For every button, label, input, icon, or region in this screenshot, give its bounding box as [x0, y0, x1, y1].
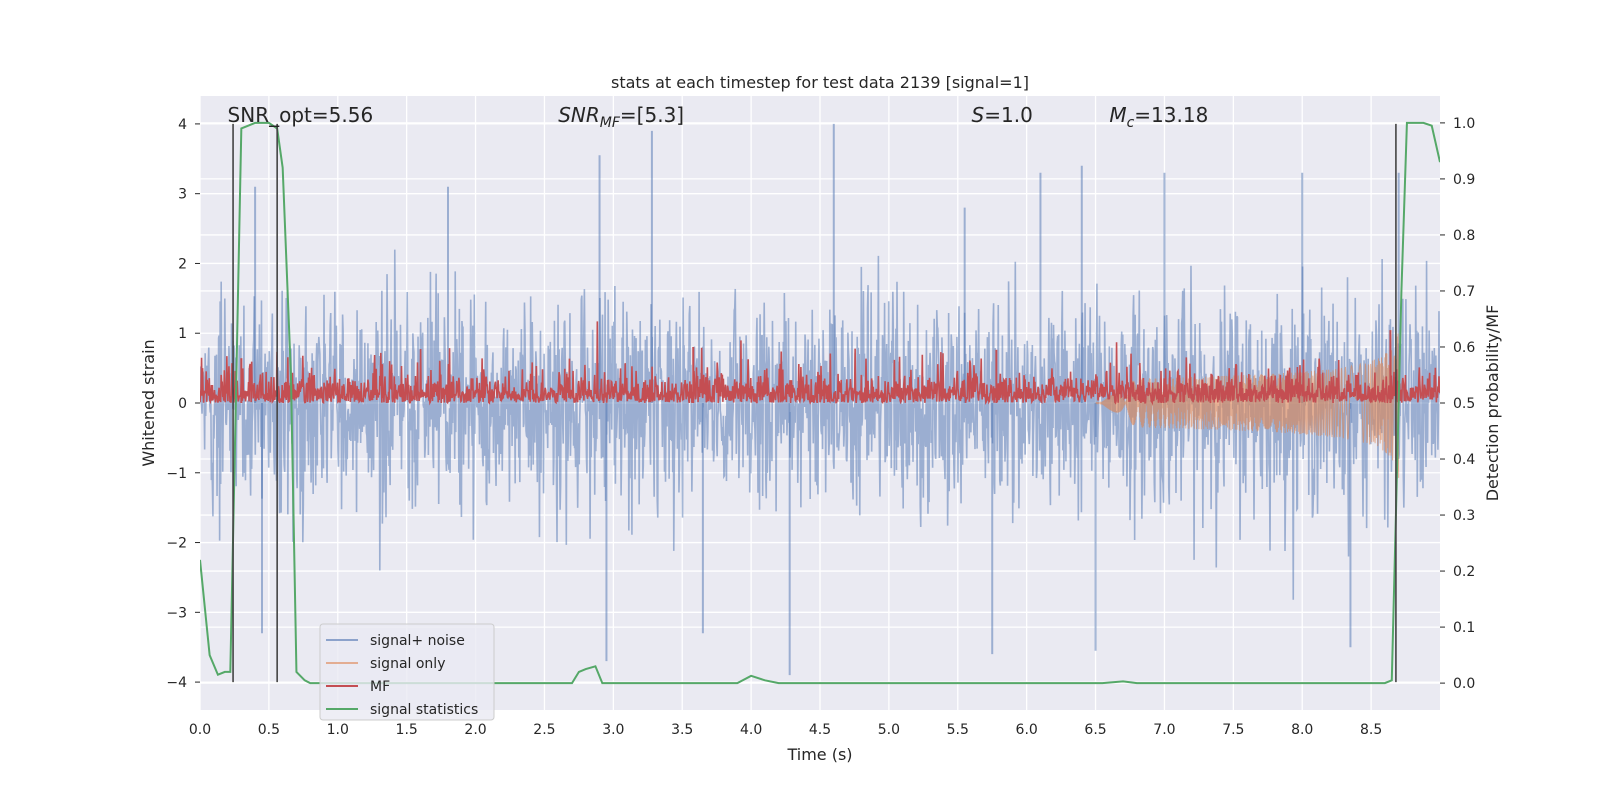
- chart-title: stats at each timestep for test data 213…: [611, 73, 1029, 92]
- x-tick-label: 2.0: [464, 722, 486, 738]
- x-tick-label: 4.5: [809, 722, 831, 738]
- legend-label-signal-noise: signal+ noise: [370, 633, 465, 649]
- y-tick-label: −3: [166, 605, 187, 621]
- x-tick-label: 3.0: [602, 722, 624, 738]
- annotation-text: SNR_opt=5.56: [228, 103, 374, 127]
- x-tick-label: 7.5: [1222, 722, 1244, 738]
- x-tick-label: 3.5: [671, 722, 693, 738]
- x-tick-label: 8.5: [1360, 722, 1382, 738]
- legend-label-mf: MF: [370, 679, 390, 695]
- x-tick-label: 6.5: [1084, 722, 1106, 738]
- y-axis-label: Whitened strain: [139, 339, 158, 466]
- y-tick-label: 1: [178, 326, 187, 342]
- series-signal-statistics: [200, 121, 1440, 685]
- y-tick-label: 4: [178, 117, 187, 133]
- x-tick-label: 1.5: [396, 722, 418, 738]
- x-tick-label: 5.5: [947, 722, 969, 738]
- y2-tick-label: 0.2: [1453, 564, 1475, 580]
- x-tick-label: 5.0: [878, 722, 900, 738]
- x-tick-label: 4.0: [740, 722, 762, 738]
- y2-tick-label: 0.4: [1453, 452, 1475, 468]
- y-tick-label: 3: [178, 187, 187, 203]
- annotation-text: S=1.0: [972, 103, 1033, 127]
- y-tick-label: −1: [166, 466, 187, 482]
- y2-axis-label: Detection probability/MF: [1483, 305, 1502, 502]
- x-axis-ticks: 0.0 0.5 1.0 1.5 2.0 2.5 3.0 3.5 4.0 4.5 5.0 5.5 6.0 6…: [189, 722, 1382, 738]
- annotation-text: Mc=13.18: [1109, 103, 1208, 131]
- y2-tick-label: 0.7: [1453, 284, 1475, 300]
- x-tick-label: 7.0: [1153, 722, 1175, 738]
- y2-tick-label: 0.3: [1453, 508, 1475, 524]
- legend: signal+ noise signal only MF signal stat…: [319, 623, 495, 721]
- legend-label-signal-statistics: signal statistics: [370, 702, 478, 718]
- y-tick-label: 0: [178, 396, 187, 412]
- annotation-text: SNRMF=[5.3]: [558, 103, 684, 131]
- legend-label-signal-only: signal only: [370, 656, 445, 672]
- x-tick-label: 0.0: [189, 722, 211, 738]
- x-tick-label: 1.0: [327, 722, 349, 738]
- y2-axis-ticks: 0.0 0.1 0.2 0.3 0.4 0.5 0.6 0.7 0.8 0.9 1.0: [1440, 116, 1475, 692]
- y2-tick-label: 0.9: [1453, 172, 1475, 188]
- y2-tick-label: 0.6: [1453, 340, 1475, 356]
- series-mf: [200, 321, 1440, 406]
- y2-tick-label: 0.5: [1453, 396, 1475, 412]
- y2-tick-label: 0.8: [1453, 228, 1475, 244]
- x-tick-label: 8.0: [1291, 722, 1313, 738]
- y2-tick-label: 0.1: [1453, 620, 1475, 636]
- series-layer: [200, 121, 1440, 685]
- y2-tick-label: 1.0: [1453, 116, 1475, 132]
- legend-box: [319, 623, 495, 721]
- y-tick-label: 2: [178, 256, 187, 272]
- annotations: SNR_opt=5.56 SNRMF=[5.3] S=1.0 Mc=13.18: [228, 103, 1209, 131]
- y-axis-ticks: −4 −3 −2 −1 0 1 2 3 4: [166, 117, 200, 691]
- y-tick-label: −2: [166, 536, 187, 552]
- x-axis-label: Time (s): [786, 745, 852, 764]
- y-tick-label: −4: [166, 675, 187, 691]
- x-tick-label: 6.0: [1016, 722, 1038, 738]
- y2-tick-label: 0.0: [1453, 676, 1475, 692]
- x-tick-label: 2.5: [533, 722, 555, 738]
- series-signal-only: [1095, 333, 1400, 478]
- vertical-markers: [232, 123, 1397, 683]
- x-tick-label: 0.5: [258, 722, 280, 738]
